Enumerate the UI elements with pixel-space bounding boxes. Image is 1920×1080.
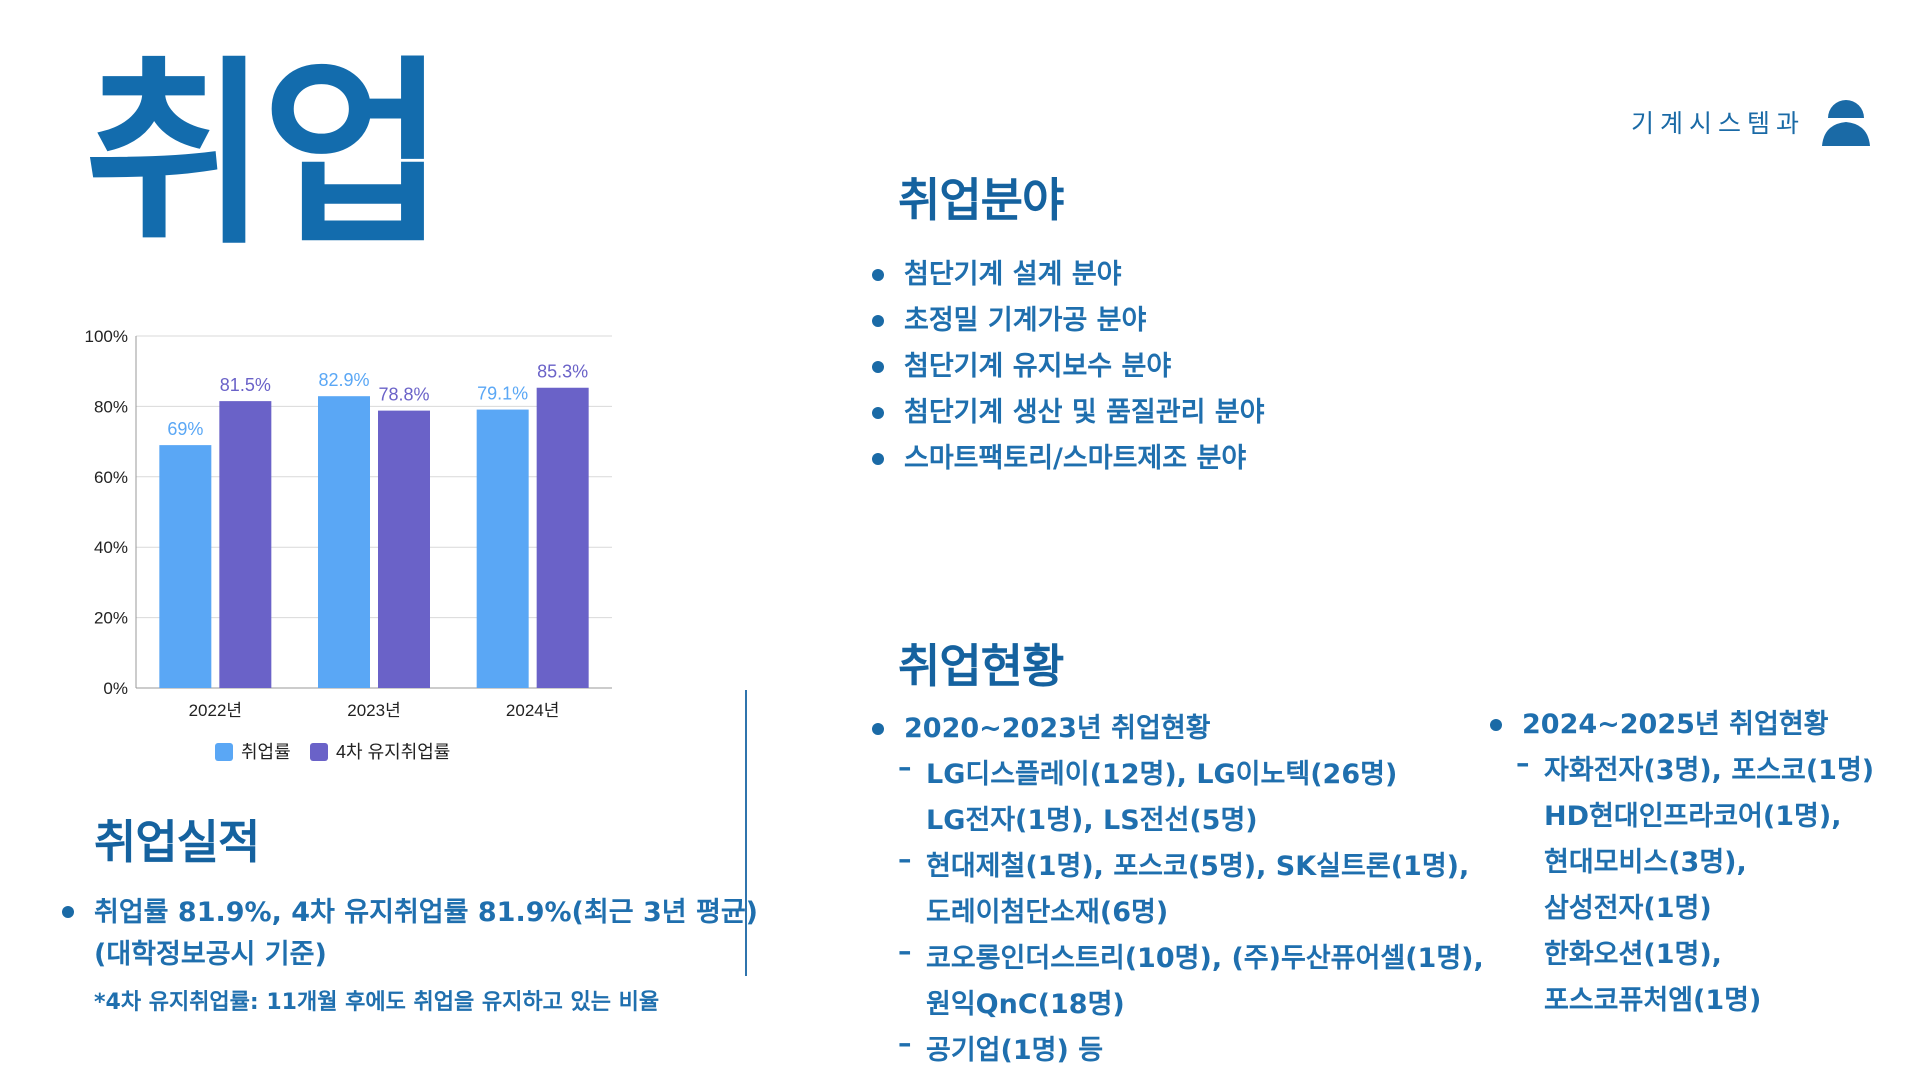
bar — [219, 401, 272, 688]
results-source: (대학정보공시 기준) — [94, 939, 327, 970]
data-label: 85.3% — [537, 362, 588, 382]
bar — [318, 396, 370, 688]
bar — [378, 410, 430, 688]
bullet-icon — [62, 906, 74, 918]
list-item: 첨단기계 생산 및 품질관리 분야 — [870, 390, 1265, 436]
data-label: 78.8% — [378, 385, 429, 405]
bullet-icon — [872, 269, 884, 281]
list-item: – 공기업(1명) 등 — [898, 1028, 1104, 1066]
list-item: – LG디스플레이(12명), LG이노텍(26명) LG전자(1명), LS전… — [898, 752, 1398, 836]
list-item: – 자화전자(3명), 포스코(1명) HD현대인프라코어(1명), 현대모비스… — [1516, 748, 1875, 1016]
list-item: – 현대제철(1명), 포스코(5명), SK실트론(1명), 도레이첨단소재(… — [898, 844, 1470, 928]
legend-label: 4차 유지취업률 — [336, 742, 450, 762]
y-tick-label: 80% — [94, 397, 128, 416]
status-heading: 2024~2025년 취업현황 — [1488, 702, 1874, 748]
y-tick-label: 100% — [85, 327, 128, 346]
dash-marker: – — [898, 844, 912, 875]
field-list: 첨단기계 설계 분야 초정밀 기계가공 분야 첨단기계 유지보수 분야 첨단기계… — [870, 252, 1265, 482]
page-title: 취업 — [84, 39, 446, 272]
bar — [536, 387, 589, 688]
bullet-icon — [872, 315, 884, 327]
status-2020-2023: 2020~2023년 취업현황 – LG디스플레이(12명), LG이노텍(26… — [870, 706, 1484, 1074]
person-silhouette-icon — [1822, 100, 1870, 146]
y-tick-label: 0% — [103, 679, 128, 698]
dash-marker: – — [898, 1028, 912, 1059]
legend-swatch — [215, 743, 233, 761]
bullet-icon — [872, 723, 884, 735]
x-tick-label: 2024년 — [506, 701, 559, 720]
list-item: 첨단기계 유지보수 분야 — [870, 344, 1265, 390]
bar — [159, 445, 212, 688]
list-item: 스마트팩토리/스마트제조 분야 — [870, 436, 1265, 482]
y-tick-label: 20% — [94, 609, 128, 628]
bullet-icon — [872, 361, 884, 373]
data-label: 69% — [167, 419, 203, 439]
status-section-title: 취업현황 — [898, 639, 1064, 693]
legend-swatch — [310, 743, 328, 761]
results-summary: 취업률 81.9%, 4차 유지취업률 81.9%(최근 3년 평균) — [94, 897, 759, 928]
results-list: 취업률 81.9%, 4차 유지취업률 81.9%(최근 3년 평균) (대학정… — [60, 892, 758, 976]
status-heading: 2020~2023년 취업현황 — [870, 706, 1484, 752]
results-footnote: *4차 유지취업률: 11개월 후에도 취업을 유지하고 있는 비율 — [94, 990, 660, 1015]
data-label: 79.1% — [477, 384, 528, 404]
y-tick-label: 40% — [94, 538, 128, 557]
x-tick-label: 2022년 — [189, 701, 242, 720]
dash-marker: – — [898, 936, 912, 967]
dash-marker: – — [1516, 748, 1530, 779]
legend-label: 취업률 — [241, 742, 291, 762]
bullet-icon — [872, 407, 884, 419]
dash-marker: – — [898, 752, 912, 783]
department-name: 기계시스템과 — [1630, 109, 1805, 138]
divider — [745, 690, 747, 976]
x-tick-label: 2023년 — [347, 701, 400, 720]
list-item: 취업률 81.9%, 4차 유지취업률 81.9%(최근 3년 평균) (대학정… — [60, 892, 758, 976]
bullet-icon — [1490, 719, 1502, 731]
employment-rate-chart: 0% 20% 40% 60% 80% 100% 69% 81.5% 2022년 82.9% 78.8… — [60, 318, 640, 788]
field-section-title: 취업분야 — [898, 173, 1064, 227]
list-item: 초정밀 기계가공 분야 — [870, 298, 1265, 344]
y-tick-label: 60% — [94, 468, 128, 487]
bullet-icon — [872, 453, 884, 465]
bar — [476, 409, 529, 688]
results-section-title: 취업실적 — [94, 815, 260, 869]
data-label: 82.9% — [318, 370, 369, 390]
list-item: – 코오롱인더스트리(10명), (주)두산퓨어셀(1명), 원익QnC(18명… — [898, 936, 1484, 1020]
status-2024-2025: 2024~2025년 취업현황 – 자화전자(3명), 포스코(1명) HD현대… — [1488, 702, 1874, 1024]
bar-chart: 0% 20% 40% 60% 80% 100% 69% 81.5% 2022년 82.9% 78.8… — [85, 327, 612, 762]
list-item: 첨단기계 설계 분야 — [870, 252, 1265, 298]
data-label: 81.5% — [220, 375, 271, 395]
